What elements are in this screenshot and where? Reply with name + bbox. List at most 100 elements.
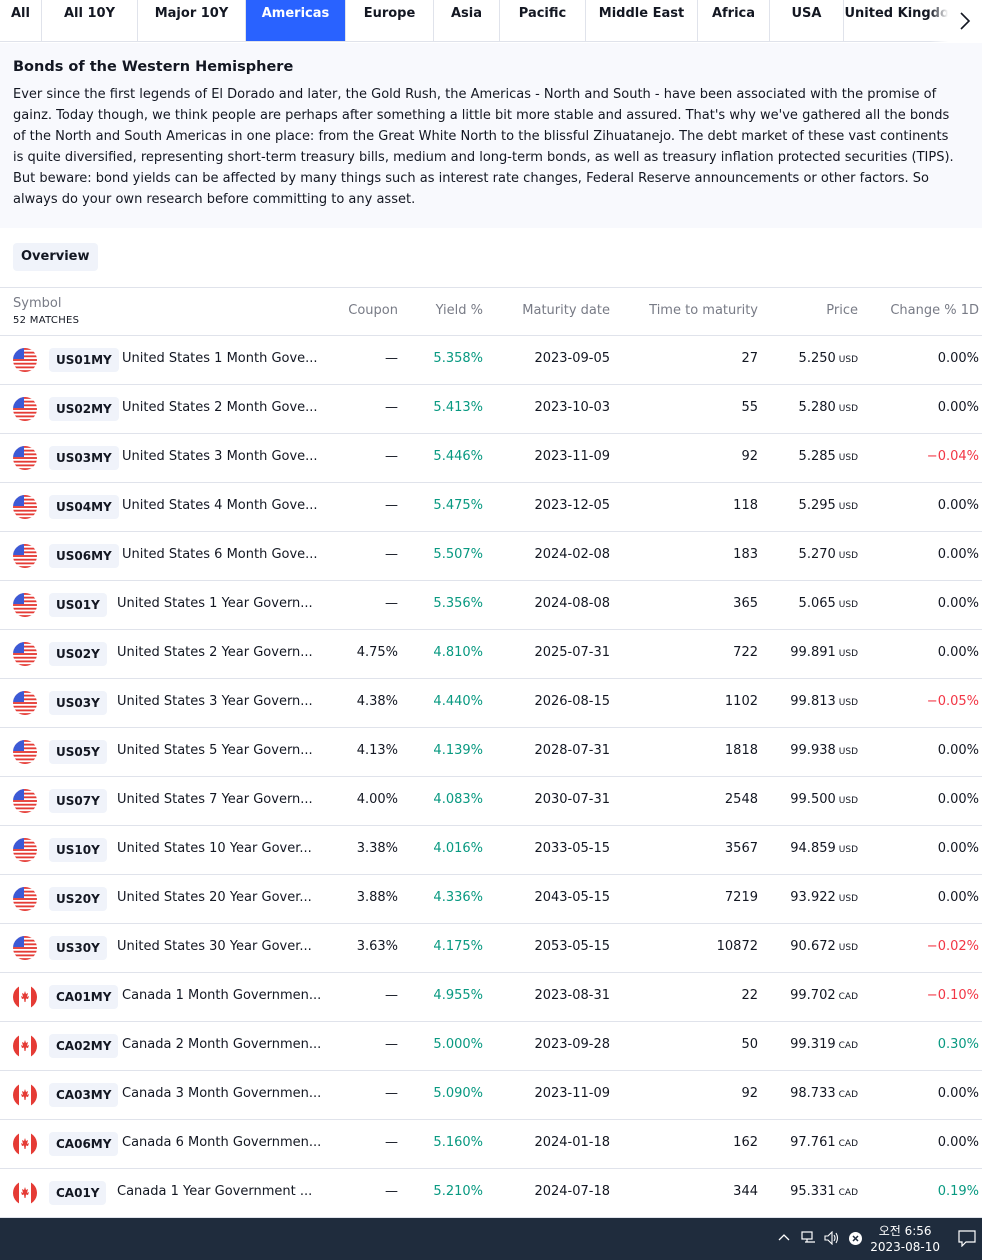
ticker-badge[interactable]: US01MY xyxy=(49,348,119,372)
header-time-to-maturity[interactable]: Time to maturity xyxy=(649,303,758,318)
bond-name[interactable]: Canada 1 Month Governmen... xyxy=(122,988,322,1003)
bond-name[interactable]: United States 4 Month Gove... xyxy=(122,498,318,513)
bond-name[interactable]: United States 7 Year Govern... xyxy=(117,792,313,807)
bond-name[interactable]: United States 3 Month Gove... xyxy=(122,449,318,464)
bond-name[interactable]: United States 6 Month Gove... xyxy=(122,547,318,562)
ticker-badge[interactable]: US30Y xyxy=(49,936,107,960)
price-value: 93.922 xyxy=(790,890,836,905)
table-row[interactable]: US06MY United States 6 Month Gove... — 5.50… xyxy=(0,532,982,581)
network-icon[interactable] xyxy=(801,1231,817,1250)
ticker-badge[interactable]: US07Y xyxy=(49,789,107,813)
change-cell: 0.00% xyxy=(937,792,979,807)
table-row[interactable]: US30Y United States 30 Year Gover... 3.63%… xyxy=(0,924,982,973)
ticker-badge[interactable]: CA06MY xyxy=(49,1132,119,1156)
time-to-maturity-cell: 55 xyxy=(741,400,758,415)
ticker-badge[interactable]: US10Y xyxy=(49,838,107,862)
table-row[interactable]: US03MY United States 3 Month Gove... — 5.44… xyxy=(0,434,982,483)
maturity-cell: 2024-08-08 xyxy=(534,596,610,611)
change-cell: 0.00% xyxy=(937,743,979,758)
ticker-badge[interactable]: US03MY xyxy=(49,446,119,470)
chevron-right-icon xyxy=(960,12,971,30)
ticker-badge[interactable]: US20Y xyxy=(49,887,107,911)
header-change[interactable]: Change % 1D xyxy=(890,303,979,318)
ticker-badge[interactable]: US06MY xyxy=(49,544,119,568)
tab-middle-east[interactable]: Middle East xyxy=(586,0,698,41)
bond-name[interactable]: United States 20 Year Gover... xyxy=(117,890,312,905)
table-row[interactable]: CA01MY Canada 1 Month Governmen... — 4.955%… xyxy=(0,973,982,1022)
table-row[interactable]: US02Y United States 2 Year Govern... 4.75%… xyxy=(0,630,982,679)
bond-name[interactable]: United States 2 Month Gove... xyxy=(122,400,318,415)
ticker-badge[interactable]: CA01MY xyxy=(49,985,119,1009)
table-row[interactable]: CA02MY Canada 2 Month Governmen... — 5.000%… xyxy=(0,1022,982,1071)
overview-tab[interactable]: Overview xyxy=(13,243,98,271)
header-price[interactable]: Price xyxy=(826,303,858,318)
us-flag-icon xyxy=(13,544,37,568)
us-flag-icon xyxy=(13,887,37,911)
tab-asia[interactable]: Asia xyxy=(434,0,500,41)
price-value: 99.702 xyxy=(790,988,836,1003)
currency-label: USD xyxy=(838,943,858,953)
bond-name[interactable]: United States 10 Year Gover... xyxy=(117,841,312,856)
table-row[interactable]: US01MY United States 1 Month Gove... — 5.35… xyxy=(0,336,982,385)
bond-name[interactable]: United States 1 Year Govern... xyxy=(117,596,313,611)
price-value: 5.250 xyxy=(798,351,836,366)
price-cell: 99.319 CAD xyxy=(790,1037,858,1052)
volume-icon[interactable] xyxy=(824,1230,840,1250)
bond-name[interactable]: Canada 3 Month Governmen... xyxy=(122,1086,322,1101)
header-symbol[interactable]: Symbol xyxy=(13,296,62,311)
table-row[interactable]: US04MY United States 4 Month Gove... — 5.47… xyxy=(0,483,982,532)
tab-americas[interactable]: Americas xyxy=(246,0,346,41)
clock[interactable]: 오전 6:56 2023-08-10 xyxy=(870,1223,940,1255)
ticker-badge[interactable]: US05Y xyxy=(49,740,107,764)
table-row[interactable]: US07Y United States 7 Year Govern... 4.00%… xyxy=(0,777,982,826)
table-row[interactable]: CA03MY Canada 3 Month Governmen... — 5.090%… xyxy=(0,1071,982,1120)
price-cell: 5.280 USD xyxy=(799,400,858,415)
table-row[interactable]: CA06MY Canada 6 Month Governmen... — 5.160%… xyxy=(0,1120,982,1169)
tab-major-10y[interactable]: Major 10Y xyxy=(138,0,246,41)
bond-name[interactable]: Canada 1 Year Government ... xyxy=(117,1184,313,1199)
ticker-badge[interactable]: CA03MY xyxy=(49,1083,119,1107)
header-maturity[interactable]: Maturity date xyxy=(522,303,610,318)
ticker-badge[interactable]: US02Y xyxy=(49,642,107,666)
ticker-badge[interactable]: CA02MY xyxy=(49,1034,119,1058)
table-row[interactable]: US03Y United States 3 Year Govern... 4.38%… xyxy=(0,679,982,728)
table-row[interactable]: US20Y United States 20 Year Gover... 3.88%… xyxy=(0,875,982,924)
close-circle-icon[interactable] xyxy=(848,1231,863,1251)
yield-cell: 4.955% xyxy=(433,988,483,1003)
bond-name[interactable]: United States 3 Year Govern... xyxy=(117,694,313,709)
tab-all-10y[interactable]: All 10Y xyxy=(42,0,138,41)
tab-usa[interactable]: USA xyxy=(770,0,844,41)
ticker-badge[interactable]: US03Y xyxy=(49,691,107,715)
ticker-badge[interactable]: CA01Y xyxy=(49,1181,107,1205)
canada-flag-icon xyxy=(13,1083,37,1107)
tab-pacific[interactable]: Pacific xyxy=(500,0,586,41)
bond-name[interactable]: United States 5 Year Govern... xyxy=(117,743,313,758)
tab-all[interactable]: All xyxy=(0,0,42,41)
table-row[interactable]: US05Y United States 5 Year Govern... 4.13%… xyxy=(0,728,982,777)
chevron-up-icon[interactable] xyxy=(778,1231,790,1248)
table-row[interactable]: US10Y United States 10 Year Gover... 3.38%… xyxy=(0,826,982,875)
yield-cell: 4.016% xyxy=(433,841,483,856)
maturity-cell: 2053-05-15 xyxy=(534,939,610,954)
canada-flag-icon xyxy=(13,1181,37,1205)
table-row[interactable]: CA01Y Canada 1 Year Government ... — 5.210%… xyxy=(0,1169,982,1218)
tab-africa[interactable]: Africa xyxy=(698,0,770,41)
ticker-badge[interactable]: US01Y xyxy=(49,593,107,617)
currency-label: USD xyxy=(838,845,858,855)
table-row[interactable]: US01Y United States 1 Year Govern... — 5.35… xyxy=(0,581,982,630)
table-row[interactable]: US02MY United States 2 Month Gove... — 5.41… xyxy=(0,385,982,434)
ticker-badge[interactable]: US04MY xyxy=(49,495,119,519)
ticker-badge[interactable]: US02MY xyxy=(49,397,119,421)
bond-name[interactable]: United States 1 Month Gove... xyxy=(122,351,318,366)
bond-name[interactable]: United States 2 Year Govern... xyxy=(117,645,313,660)
notification-icon[interactable] xyxy=(958,1230,976,1252)
price-cell: 95.331 CAD xyxy=(790,1184,858,1199)
tabs-scroll-right-button[interactable] xyxy=(930,0,982,42)
bond-name[interactable]: Canada 2 Month Governmen... xyxy=(122,1037,322,1052)
us-flag-icon xyxy=(13,642,37,666)
header-coupon[interactable]: Coupon xyxy=(348,303,398,318)
bond-name[interactable]: United States 30 Year Gover... xyxy=(117,939,312,954)
bond-name[interactable]: Canada 6 Month Governmen... xyxy=(122,1135,322,1150)
header-yield[interactable]: Yield % xyxy=(435,303,483,318)
tab-europe[interactable]: Europe xyxy=(346,0,434,41)
